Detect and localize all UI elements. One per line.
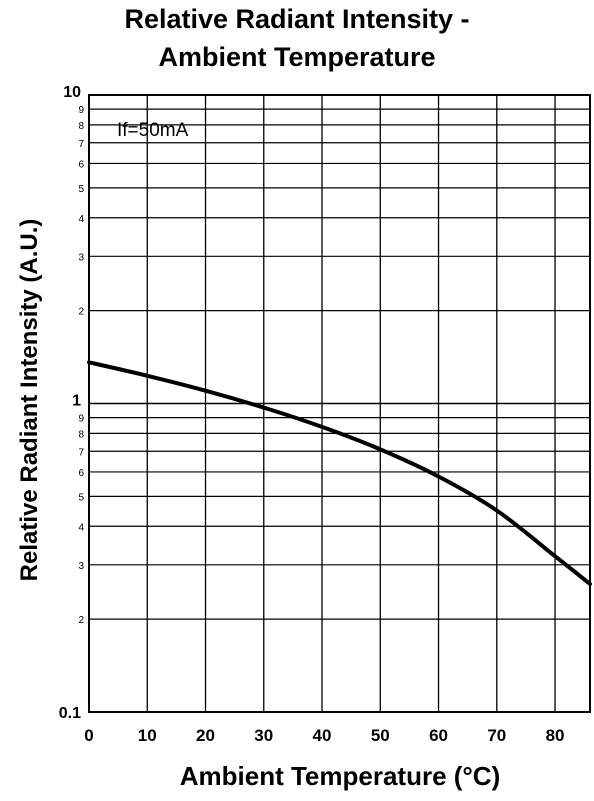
- y-minor-tick-label: 6: [78, 159, 84, 170]
- y-minor-tick-label: 3: [78, 561, 84, 572]
- y-major-tick-label: 0.1: [59, 705, 81, 722]
- y-minor-tick-label: 9: [78, 414, 84, 425]
- x-tick-label: 20: [196, 726, 215, 745]
- y-minor-tick-label: 4: [78, 522, 84, 533]
- chart-title-line-2: Ambient Temperature: [158, 42, 436, 72]
- x-tick-label: 0: [84, 726, 93, 745]
- y-minor-tick-label: 5: [78, 492, 84, 503]
- y-minor-tick-label: 9: [78, 105, 84, 116]
- y-major-tick-label: 10: [63, 84, 81, 101]
- x-tick-label: 70: [487, 726, 506, 745]
- plot-frame: [88, 94, 591, 713]
- y-minor-tick-label: 6: [78, 468, 84, 479]
- y-minor-tick-label: 8: [78, 429, 84, 440]
- tick-labels: 0 10 20 30 40 50 60 70 80 2 3 4 5 6 7 8 9 2 3 4 5 6 7 8 9 0.1 1 10: [59, 84, 565, 745]
- x-tick-label: 40: [313, 726, 332, 745]
- x-tick-label: 10: [138, 726, 157, 745]
- x-tick-label: 80: [546, 726, 565, 745]
- y-minor-tick-label: 2: [78, 615, 84, 626]
- y-minor-tick-label: 7: [78, 447, 84, 458]
- y-minor-tick-label: 4: [78, 214, 84, 225]
- annotation-if: If=50mA: [117, 120, 189, 141]
- y-minor-tick-label: 3: [78, 252, 84, 263]
- y-minor-tick-label: 7: [78, 139, 84, 150]
- series-layer: [87, 360, 592, 586]
- y-minor-tick-label: 8: [78, 121, 84, 132]
- x-tick-label: 50: [371, 726, 390, 745]
- series-line-0: [87, 360, 592, 586]
- x-tick-label: 30: [254, 726, 273, 745]
- grid: [89, 95, 590, 712]
- chart-title-line-1: Relative Radiant Intensity -: [124, 4, 470, 34]
- y-minor-tick-label: 5: [78, 184, 84, 195]
- x-axis-label: Ambient Temperature (°C): [180, 761, 501, 791]
- y-minor-tick-label: 2: [78, 307, 84, 318]
- y-major-tick-label: 1: [72, 393, 81, 410]
- y-axis-label: Relative Radiant Intensity (A.U.): [16, 219, 43, 582]
- x-tick-label: 60: [429, 726, 448, 745]
